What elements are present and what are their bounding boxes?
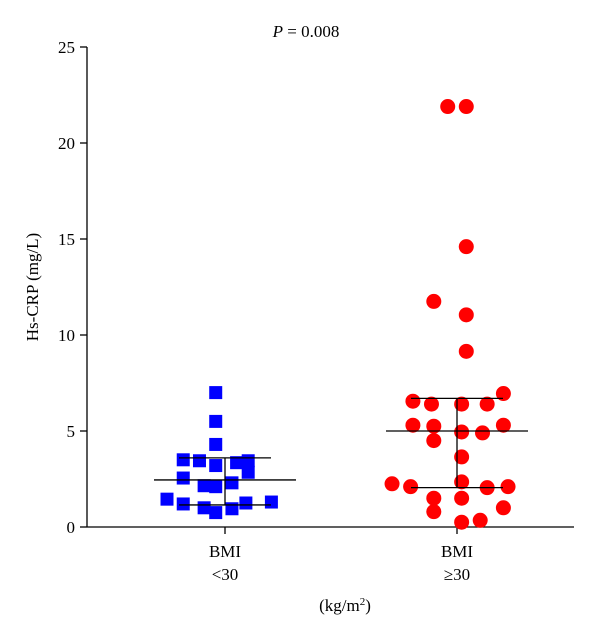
data-point-circle xyxy=(475,425,491,441)
data-point-circle xyxy=(454,514,470,530)
data-point-circle xyxy=(454,474,470,490)
x-axis-title-close: ) xyxy=(365,596,371,615)
data-point-square xyxy=(192,454,206,468)
data-point-circle xyxy=(454,424,470,440)
data-point-square xyxy=(176,497,190,511)
data-point-circle xyxy=(426,433,442,449)
data-point-square xyxy=(209,437,223,451)
x-category-label-line1: BMI xyxy=(441,542,473,561)
data-point-circle xyxy=(384,476,400,492)
y-tick-label: 5 xyxy=(67,422,76,441)
data-point-circle xyxy=(495,417,511,433)
y-tick-label: 10 xyxy=(58,326,75,345)
data-point-square xyxy=(225,502,239,516)
data-point-circle xyxy=(423,396,439,412)
data-point-square xyxy=(160,492,174,506)
data-point-square xyxy=(197,479,211,493)
data-point-circle xyxy=(472,512,488,528)
data-point-circle xyxy=(405,393,421,409)
x-axis-title-sup: 2 xyxy=(360,596,366,608)
data-point-circle xyxy=(426,293,442,309)
x-category-label-line1: BMI xyxy=(209,542,241,561)
data-point-circle xyxy=(479,396,495,412)
data-point-square xyxy=(176,471,190,485)
data-point-square xyxy=(225,476,239,490)
x-category-label-line2: ≥30 xyxy=(444,565,470,584)
data-point-circle xyxy=(426,490,442,506)
data-point-circle xyxy=(454,490,470,506)
data-point-circle xyxy=(458,99,474,115)
y-tick-label: 25 xyxy=(58,38,75,57)
data-markers xyxy=(160,99,516,530)
p-value-annotation: P = 0.008 xyxy=(272,22,340,41)
x-category-label-line2: <30 xyxy=(212,565,239,584)
data-point-square xyxy=(241,454,255,468)
y-tick-label: 15 xyxy=(58,230,75,249)
data-point-square xyxy=(197,501,211,515)
data-point-circle xyxy=(405,417,421,433)
y-tick-label: 0 xyxy=(67,518,76,537)
y-tick-label: 20 xyxy=(58,134,75,153)
p-value-text: = 0.008 xyxy=(283,22,339,41)
data-point-circle xyxy=(454,396,470,412)
y-axis: 0 5 10 15 20 25 xyxy=(58,38,88,537)
p-value-italic: P xyxy=(272,22,283,41)
data-point-circle xyxy=(403,479,419,495)
data-point-square xyxy=(209,459,223,473)
median-iqr-lines xyxy=(154,397,528,506)
data-point-circle xyxy=(458,343,474,359)
data-point-circle xyxy=(426,418,442,434)
data-point-square xyxy=(264,495,278,509)
data-point-square xyxy=(209,506,223,520)
data-point-circle xyxy=(454,449,470,465)
data-point-circle xyxy=(440,99,456,115)
data-point-square xyxy=(239,496,253,510)
data-point-square xyxy=(209,480,223,494)
data-point-circle xyxy=(495,500,511,516)
data-point-circle xyxy=(458,307,474,323)
data-point-square xyxy=(176,453,190,467)
x-axis-title-base: (kg/m xyxy=(319,596,360,615)
data-point-square xyxy=(209,414,223,428)
y-axis-title: Hs-CRP (mg/L) xyxy=(23,233,42,341)
x-axis: BMI <30 BMI ≥30 xyxy=(87,526,574,584)
data-point-circle xyxy=(458,239,474,255)
data-point-square xyxy=(241,465,255,479)
data-point-circle xyxy=(500,479,516,495)
x-axis-title: (kg/m2) xyxy=(319,596,371,615)
data-point-circle xyxy=(426,504,442,520)
data-point-circle xyxy=(495,386,511,402)
data-point-square xyxy=(209,386,223,400)
data-point-square xyxy=(230,456,244,470)
